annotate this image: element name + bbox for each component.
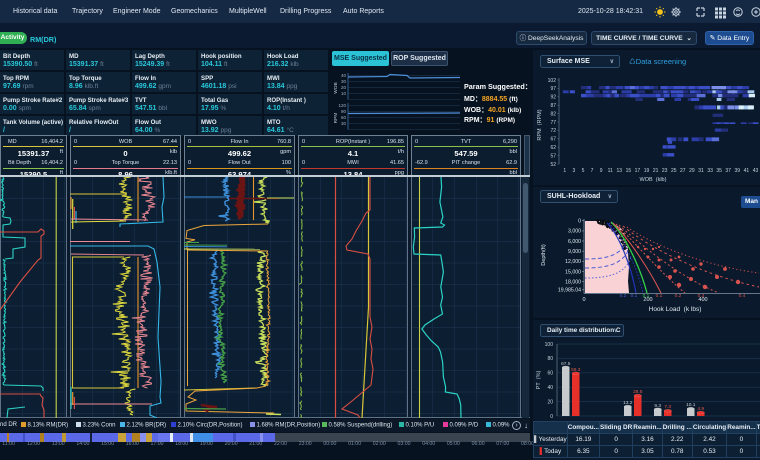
svg-text:WOB: WOB xyxy=(333,82,339,93)
svg-text:0.2: 0.2 xyxy=(620,293,627,299)
svg-text:52: 52 xyxy=(550,162,556,168)
svg-text:100: 100 xyxy=(545,342,554,348)
svg-text:37: 37 xyxy=(725,168,731,174)
svg-text:10.1: 10.1 xyxy=(686,402,696,408)
svg-text:13: 13 xyxy=(617,168,623,174)
svg-text:57: 57 xyxy=(550,153,556,159)
svg-text:WOB (klb): WOB (klb) xyxy=(640,177,667,183)
svg-text:40: 40 xyxy=(341,73,347,78)
svg-text:PT (%): PT (%) xyxy=(536,371,542,390)
svg-text:Depth(ft): Depth(ft) xyxy=(541,244,547,266)
svg-text:18,000: 18,000 xyxy=(565,279,581,285)
svg-text:30: 30 xyxy=(341,79,347,84)
svg-text:RPM: RPM xyxy=(333,113,339,124)
svg-text:67: 67 xyxy=(550,137,556,143)
svg-text:20: 20 xyxy=(547,399,553,405)
svg-text:0.1: 0.1 xyxy=(631,293,638,299)
svg-text:25: 25 xyxy=(671,168,677,174)
svg-text:59.3: 59.3 xyxy=(571,367,581,373)
svg-text:0: 0 xyxy=(578,219,581,225)
svg-text:3: 3 xyxy=(573,168,576,174)
svg-text:RPM (RPM): RPM (RPM) xyxy=(537,109,543,140)
svg-text:29: 29 xyxy=(689,168,695,174)
svg-text:0.2: 0.2 xyxy=(675,293,682,299)
svg-text:5: 5 xyxy=(582,168,585,174)
svg-text:0.1: 0.1 xyxy=(656,293,663,299)
svg-text:7: 7 xyxy=(591,168,594,174)
svg-text:9: 9 xyxy=(600,168,603,174)
svg-text:31: 31 xyxy=(698,168,704,174)
svg-text:23: 23 xyxy=(662,168,668,174)
svg-text:77: 77 xyxy=(550,120,556,126)
svg-text:20: 20 xyxy=(341,85,347,90)
svg-text:17: 17 xyxy=(635,168,641,174)
svg-text:21: 21 xyxy=(653,168,659,174)
svg-text:7.3: 7.3 xyxy=(664,404,671,410)
svg-text:0.4: 0.4 xyxy=(739,293,746,299)
svg-text:97: 97 xyxy=(550,86,556,92)
svg-text:0: 0 xyxy=(582,297,585,303)
svg-text:12,000: 12,000 xyxy=(565,259,581,265)
svg-text:13.2: 13.2 xyxy=(623,400,633,406)
svg-text:9.3: 9.3 xyxy=(654,403,661,409)
svg-text:28.5: 28.5 xyxy=(633,389,643,395)
svg-text:10: 10 xyxy=(341,91,347,96)
svg-text:19,985.04: 19,985.04 xyxy=(558,288,581,294)
svg-text:80: 80 xyxy=(547,356,553,362)
svg-text:92: 92 xyxy=(550,95,556,101)
svg-text:60: 60 xyxy=(341,115,347,120)
svg-text:41: 41 xyxy=(744,168,750,174)
svg-text:27: 27 xyxy=(680,168,686,174)
svg-text:3,000: 3,000 xyxy=(568,229,581,235)
svg-text:90: 90 xyxy=(341,109,347,114)
svg-text:200: 200 xyxy=(643,297,652,303)
svg-text:82: 82 xyxy=(550,111,556,117)
svg-text:39: 39 xyxy=(735,168,741,174)
svg-text:102: 102 xyxy=(548,78,557,84)
svg-text:35: 35 xyxy=(716,168,722,174)
svg-text:62: 62 xyxy=(550,145,556,151)
svg-text:19: 19 xyxy=(644,168,650,174)
svg-text:400: 400 xyxy=(698,297,707,303)
svg-text:40: 40 xyxy=(547,385,553,391)
svg-text:33: 33 xyxy=(707,168,713,174)
svg-text:15: 15 xyxy=(626,168,632,174)
svg-text:87: 87 xyxy=(550,103,556,109)
svg-text:67.5: 67.5 xyxy=(561,361,571,367)
svg-text:43: 43 xyxy=(753,168,759,174)
svg-text:Hook Load (k lbs): Hook Load (k lbs) xyxy=(649,306,702,313)
svg-text:11: 11 xyxy=(608,168,613,174)
svg-text:9,000: 9,000 xyxy=(568,249,581,255)
svg-text:1: 1 xyxy=(563,168,566,174)
svg-text:15,000: 15,000 xyxy=(565,269,581,275)
svg-text:4.9: 4.9 xyxy=(697,406,704,412)
svg-text:6,000: 6,000 xyxy=(568,239,581,245)
svg-text:30: 30 xyxy=(341,121,347,126)
svg-text:0.1: 0.1 xyxy=(643,293,650,299)
svg-text:72: 72 xyxy=(550,128,556,134)
svg-text:0.3: 0.3 xyxy=(698,293,705,299)
svg-text:60: 60 xyxy=(547,371,553,377)
svg-text:120: 120 xyxy=(338,103,346,108)
svg-text:0: 0 xyxy=(550,414,553,420)
